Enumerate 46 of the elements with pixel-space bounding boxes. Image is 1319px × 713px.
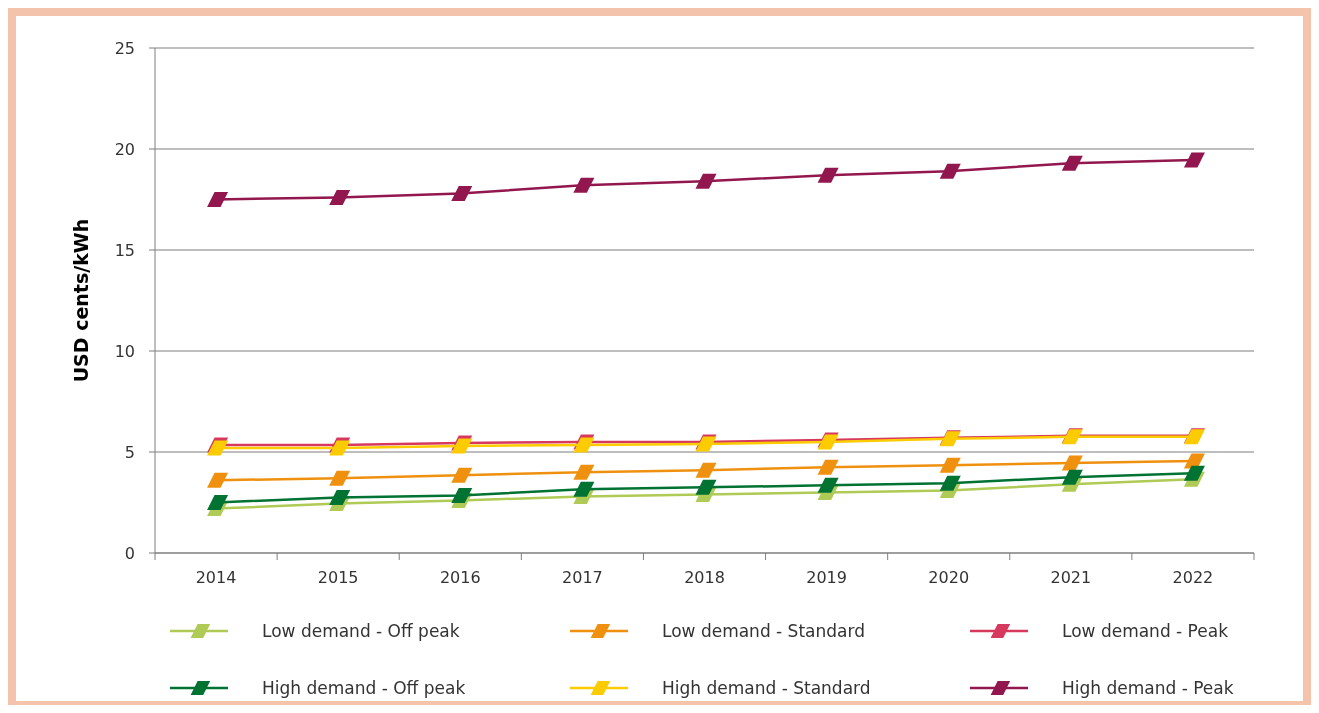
x-tick-label: 2017 bbox=[562, 568, 603, 587]
y-tick-label: 25 bbox=[114, 38, 135, 58]
point bbox=[817, 167, 839, 183]
point bbox=[1061, 469, 1083, 485]
y-tick-label: 10 bbox=[114, 341, 135, 361]
point bbox=[1061, 455, 1083, 471]
legend-label: Low demand - Standard bbox=[662, 620, 865, 641]
y-tick-label: 20 bbox=[114, 139, 135, 159]
point bbox=[329, 189, 351, 205]
legend-label: High demand - Off peak bbox=[262, 677, 466, 698]
x-tick-label: 2021 bbox=[1050, 568, 1092, 587]
point bbox=[573, 481, 595, 497]
y-axis-title: USD cents/kWh bbox=[70, 218, 92, 383]
point bbox=[573, 464, 595, 480]
x-tick-label: 2014 bbox=[195, 568, 237, 587]
x-tick-label: 2022 bbox=[1172, 568, 1214, 587]
point bbox=[695, 479, 717, 495]
x-tick-label: 2020 bbox=[928, 568, 970, 587]
x-tick-label: 2019 bbox=[806, 568, 847, 587]
point bbox=[329, 470, 351, 486]
point bbox=[329, 489, 351, 505]
point bbox=[695, 173, 717, 189]
y-tick-label: 5 bbox=[124, 442, 135, 462]
point bbox=[451, 487, 473, 503]
x-tick-label: 2018 bbox=[684, 568, 725, 587]
point bbox=[817, 459, 839, 475]
point bbox=[451, 467, 473, 483]
legend-label: High demand - Standard bbox=[662, 677, 871, 698]
point bbox=[451, 185, 473, 201]
point bbox=[207, 472, 229, 488]
x-tick-label: 2016 bbox=[439, 568, 481, 587]
point bbox=[695, 462, 717, 478]
point bbox=[817, 477, 839, 493]
point bbox=[939, 475, 961, 491]
point bbox=[573, 177, 595, 193]
point bbox=[1183, 152, 1205, 168]
legend-label: Low demand - Off peak bbox=[262, 620, 460, 641]
y-tick-label: 0 bbox=[124, 543, 135, 563]
legend-label: Low demand - Peak bbox=[1062, 620, 1229, 641]
y-tick-label: 15 bbox=[114, 240, 135, 260]
legend-label: High demand - Peak bbox=[1062, 677, 1234, 698]
point bbox=[1183, 465, 1205, 481]
point bbox=[1061, 155, 1083, 171]
point bbox=[939, 163, 961, 179]
x-tick-label: 2015 bbox=[317, 568, 359, 587]
point bbox=[939, 457, 961, 473]
